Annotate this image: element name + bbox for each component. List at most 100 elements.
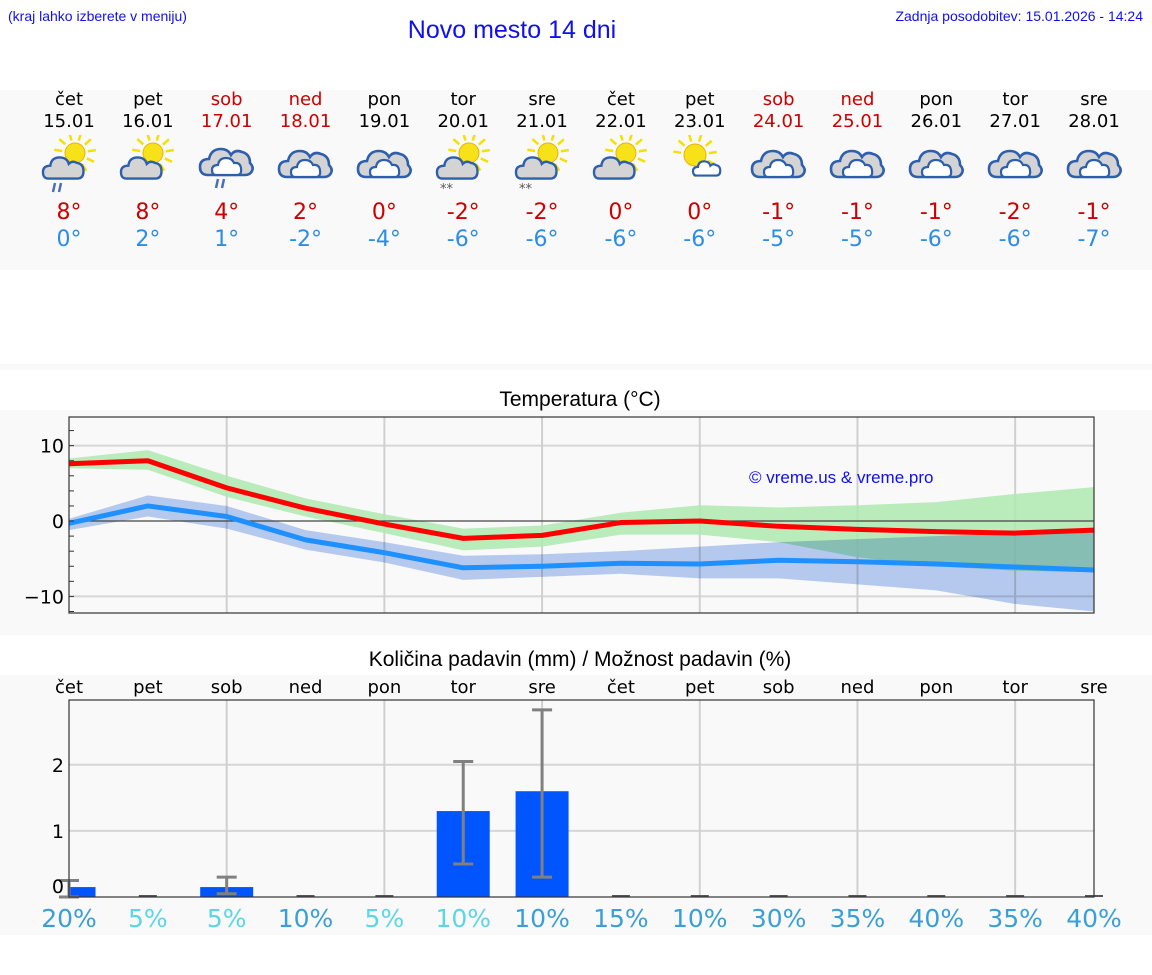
day-date: 18.01 — [279, 111, 332, 132]
precip-probability: 15% — [593, 904, 649, 933]
day-name: sob — [762, 89, 795, 110]
day-name: pet — [133, 89, 163, 110]
precip-day-label: sob — [763, 677, 795, 698]
day-date: 17.01 — [200, 111, 253, 132]
temp-max: -2° — [446, 200, 480, 225]
precip-day-label: sre — [1080, 677, 1107, 698]
partly-cloudy-snow-icon: ** — [435, 132, 491, 197]
day-name: sre — [528, 89, 556, 110]
cloudy-rain-icon — [198, 135, 255, 195]
temp-min: 1° — [214, 227, 240, 252]
temp-min: -4° — [367, 227, 401, 252]
precip-probability: 10% — [435, 904, 491, 933]
partly-cloudy-rain-icon — [41, 132, 97, 195]
precip-day-label: tor — [1002, 677, 1028, 698]
precipitation-chart: čet 20% pet 5% sob 5% ned 10% pon 5% tor 10% sre 10% č… — [41, 677, 1122, 933]
day-date: 23.01 — [674, 111, 726, 132]
precip-probability: 5% — [128, 904, 168, 933]
day-name: ned — [288, 89, 323, 110]
partly-cloudy-snow-icon: ** — [514, 132, 570, 197]
partly-cloudy-icon — [592, 132, 648, 195]
precip-day-label: pon — [367, 677, 401, 698]
svg-text:10: 10 — [40, 436, 64, 458]
day-name: tor — [450, 89, 476, 110]
day-name: čet — [54, 89, 84, 110]
temp-min: -6° — [683, 227, 717, 252]
precip-probability: 20% — [41, 904, 97, 933]
svg-text:1: 1 — [52, 821, 64, 843]
cloudy-icon — [277, 135, 333, 195]
cloudy-icon — [1066, 135, 1122, 195]
svg-text:−10: −10 — [24, 586, 64, 608]
cloudy-icon — [908, 135, 964, 195]
temp-max: -1° — [840, 200, 874, 225]
precip-probability: 35% — [987, 904, 1043, 933]
temp-min: -6° — [604, 227, 638, 252]
day-date: 25.01 — [831, 111, 884, 132]
temp-max: 8° — [135, 200, 161, 225]
precip-day-label: tor — [450, 677, 476, 698]
temp-min: -7° — [1077, 227, 1111, 252]
day-name: ned — [840, 89, 875, 110]
cloudy-icon — [987, 135, 1043, 195]
day-date: 22.01 — [595, 111, 647, 132]
precip-probability: 10% — [672, 904, 728, 933]
day-name: sre — [1080, 89, 1108, 110]
day-name: pet — [684, 89, 715, 110]
precip-day-label: pet — [133, 677, 163, 698]
precip-day-label: sre — [528, 677, 555, 698]
precipitation-chart-title: Količina padavin (mm) / Možnost padavin … — [368, 648, 792, 671]
mostly-sunny-icon — [671, 133, 727, 195]
day-date: 27.01 — [989, 111, 1041, 132]
precip-day-label: ned — [289, 677, 323, 698]
precip-probability: 35% — [830, 904, 886, 933]
precip-day-label: sob — [211, 677, 243, 698]
svg-text:**: ** — [519, 182, 533, 195]
temp-min: -6° — [998, 227, 1032, 252]
temperature-chart: 10 0 −10 — [24, 416, 1095, 614]
precip-day-label: čet — [55, 677, 83, 698]
precip-probability: 10% — [278, 904, 334, 933]
temp-min: -2° — [289, 227, 322, 252]
temp-max: 2° — [293, 200, 319, 225]
svg-text:0: 0 — [52, 511, 64, 533]
precip-probability: 30% — [751, 904, 807, 933]
precip-day-label: pet — [685, 677, 715, 698]
svg-text:0: 0 — [52, 876, 64, 898]
watermark: © vreme.us & vreme.pro — [749, 468, 934, 487]
temp-max: -1° — [919, 200, 953, 225]
temp-min: -5° — [762, 227, 796, 252]
menu-hint[interactable]: (kraj lahko izberete v meniju) — [8, 8, 187, 24]
divider — [0, 364, 1152, 370]
temp-min: -6° — [919, 227, 953, 252]
temp-min: -6° — [446, 227, 480, 252]
day-name: čet — [606, 89, 635, 110]
day-name: pon — [367, 89, 402, 110]
temp-max: -1° — [762, 200, 796, 225]
day-date: 24.01 — [752, 111, 805, 132]
cloudy-icon — [356, 135, 412, 195]
temp-min: -6° — [525, 227, 559, 252]
precip-day-label: pon — [919, 677, 953, 698]
day-name: sob — [210, 89, 243, 110]
day-name: tor — [1002, 89, 1028, 110]
temp-max: -2° — [998, 200, 1032, 225]
temp-min: 2° — [135, 227, 161, 252]
day-date: 20.01 — [437, 111, 489, 132]
temp-min: 0° — [56, 227, 82, 252]
precip-probability: 40% — [1066, 904, 1122, 933]
precip-probability: 5% — [207, 904, 247, 933]
precip-probability: 10% — [514, 904, 570, 933]
day-name: pon — [919, 89, 954, 110]
day-date: 21.01 — [516, 111, 568, 132]
temperature-chart-title: Temperatura (°C) — [499, 388, 661, 411]
partly-cloudy-icon — [119, 132, 175, 195]
precip-probability: 5% — [365, 904, 405, 933]
precip-day-label: ned — [841, 677, 875, 698]
precip-probability: 40% — [909, 904, 965, 933]
svg-text:**: ** — [440, 182, 454, 195]
day-date: 15.01 — [43, 111, 95, 132]
day-date: 28.01 — [1068, 111, 1120, 132]
last-update: Zadnja posodobitev: 15.01.2026 - 14:24 — [895, 8, 1143, 24]
day-date: 19.01 — [358, 111, 411, 132]
